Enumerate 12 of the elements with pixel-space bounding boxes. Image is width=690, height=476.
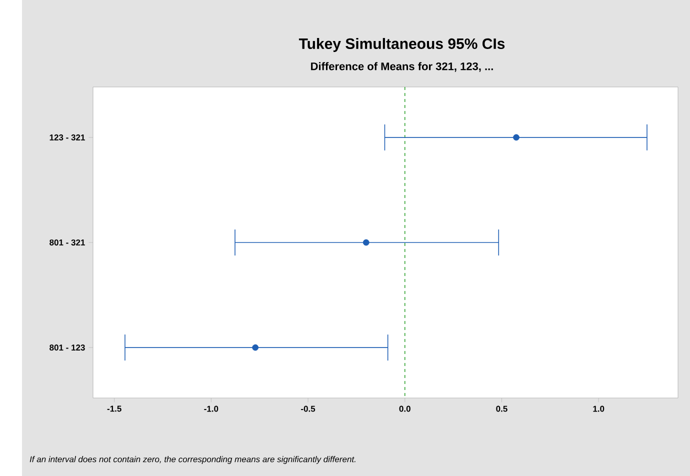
chart-title: Tukey Simultaneous 95% CIs: [298, 38, 505, 52]
x-tick-label: 0.0: [399, 406, 410, 412]
y-tick-label: 123 - 321: [50, 134, 85, 140]
text: If an interval does not contain zero, the corresponding means are significantly different.: [30, 456, 356, 464]
y-tick-label: 801 - 321: [50, 239, 85, 246]
chart-subtitle: Difference of Means for 321, 123, ...: [311, 62, 493, 72]
x-tick-label: -0.5: [301, 406, 316, 412]
x-tick-label: -1.0: [204, 406, 218, 412]
y-tick-label: 801 - 123: [50, 344, 85, 351]
x-tick-label: -1.5: [107, 406, 122, 412]
x-tick-label: 1.0: [593, 406, 604, 412]
x-tick-label: 0.5: [496, 406, 508, 412]
